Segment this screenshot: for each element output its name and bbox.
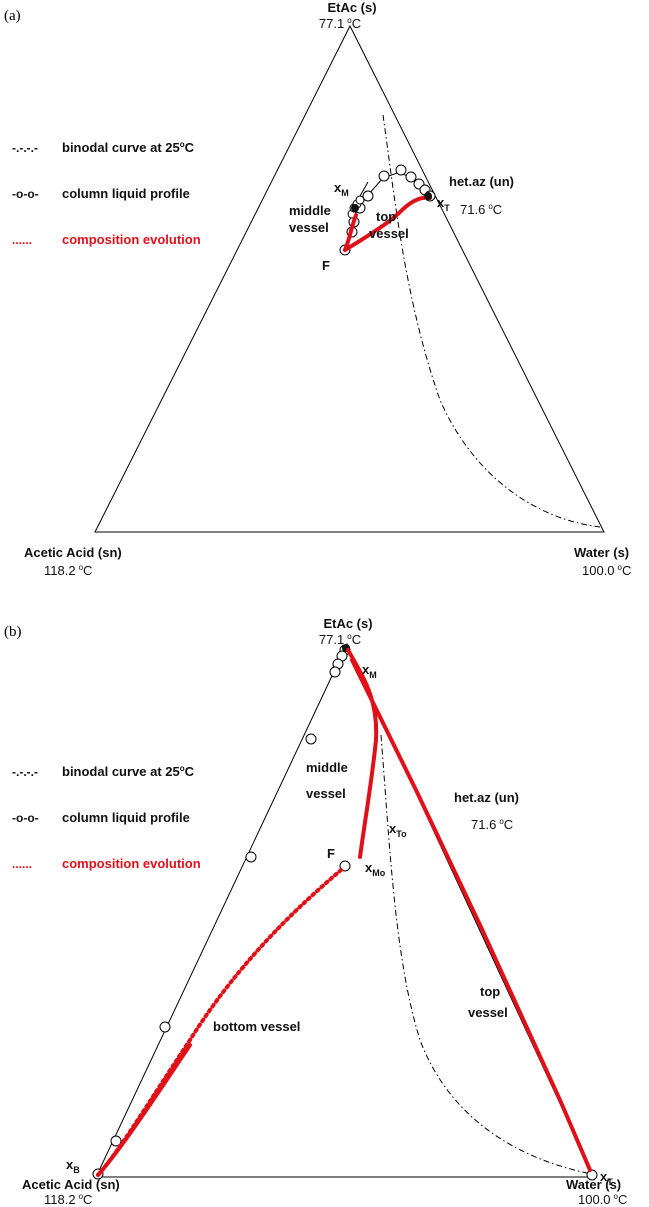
panel-b-vertex-left-temp: 118.2 oC (44, 1192, 92, 1207)
profile-marker (378, 170, 390, 182)
panel-b-xt-label: xT (600, 1169, 613, 1187)
panel-a-xt-cluster (424, 192, 432, 200)
panel-a-top-vessel-label-1: top (376, 209, 396, 224)
legend-binodal-symbol: -.-.-.- (12, 765, 38, 779)
legend-evolution-text: composition evolution (62, 856, 201, 871)
panel-a-vertex-left-temp: 118.2 oC (44, 563, 92, 578)
panel-a-xm-pointer (359, 181, 369, 197)
panel-a-vertex-right-name: Water (s) (574, 545, 629, 560)
panel-b-xmo-label: xMo (365, 860, 386, 878)
panel-b-top-vessel-label-1: top (480, 984, 500, 999)
legend-evolution-text: composition evolution (62, 232, 201, 247)
panel-a-middle-vessel-evolution (343, 213, 358, 252)
profile-marker (395, 164, 407, 176)
profile-marker (362, 190, 374, 202)
panel-a-feed-label: F (322, 258, 330, 273)
panel-b: (b) xM xTo (4, 616, 627, 1207)
legend-binodal-symbol: -.-.-.- (12, 141, 38, 155)
panel-a-vertex-left-name: Acetic Acid (sn) (24, 545, 122, 560)
profile-marker (245, 851, 257, 863)
profile-marker (159, 1021, 171, 1033)
panel-b-azeotrope-temp: 71.6 oC (471, 817, 513, 832)
panel-a-xm-label: xM (334, 180, 349, 198)
panel-a-middle-vessel-label-2: vessel (289, 220, 329, 235)
legend-binodal-text: binodal curve at 25oC (62, 140, 195, 155)
legend-profile-symbol: -o-o- (12, 811, 39, 825)
panel-b-xto-label: xTo (389, 821, 407, 839)
panel-b-bottom-vessel-label: bottom vessel (213, 1019, 300, 1034)
panel-b-triangle (95, 642, 595, 1178)
panel-b-top-vessel-evolution (350, 658, 592, 1172)
panel-b-vertex-left-name: Acetic Acid (sn) (22, 1177, 120, 1192)
panel-b-azeotrope-name: het.az (un) (454, 790, 519, 805)
panel-b-binodal-curve (380, 734, 593, 1175)
panel-a-middle-vessel-label-1: middle (289, 203, 331, 218)
panel-b-feed-label: F (327, 846, 335, 861)
panel-b-middle-vessel-label-1: middle (306, 760, 348, 775)
panel-b-vertex-right-name: Water (s) (566, 1177, 621, 1192)
panel-b-xb-label: xB (66, 1157, 80, 1175)
panel-a-legend: -.-.-.- binodal curve at 25oC -o-o- colu… (12, 140, 201, 247)
panel-a-xt-label: xT (437, 195, 450, 213)
panel-b-middle-vessel-evolution (346, 648, 379, 859)
panel-a-vertex-right-temp: 100.0 oC (582, 563, 631, 578)
panel-b-vertex-top-temp: 77.1 oC (319, 632, 361, 647)
legend-profile-text: column liquid profile (62, 186, 190, 201)
panel-b-vertex-right-temp: 100.0 oC (578, 1192, 627, 1207)
panel-b-top-vessel-label-2: vessel (468, 1005, 508, 1020)
panel-a-label: (a) (4, 8, 21, 24)
panel-a-vertex-top-name: EtAc (s) (327, 0, 376, 15)
panel-a-xm-cluster (351, 204, 359, 212)
profile-marker (329, 666, 341, 678)
panel-b-xm-label: xM (362, 662, 377, 680)
panel-a-vertex-top-temp: 77.1 oC (319, 16, 361, 31)
panel-b-vertex-top-name: EtAc (s) (323, 616, 372, 631)
panel-a-binodal-curve (382, 114, 601, 528)
panel-b-profile-markers (92, 644, 598, 1181)
legend-evolution-symbol: ...... (12, 857, 32, 871)
profile-marker (305, 733, 317, 745)
legend-binodal-text: binodal curve at 25oC (62, 764, 195, 779)
panel-a-azeotrope-temp: 71.6 oC (460, 202, 502, 217)
legend-profile-text: column liquid profile (62, 810, 190, 825)
panel-b-middle-vessel-label-2: vessel (306, 786, 346, 801)
panel-a-triangle (94, 24, 605, 533)
panel-a-top-vessel-label-2: vessel (369, 226, 409, 241)
profile-marker (405, 171, 417, 183)
panel-b-bottom-vessel-evolution-dense (96, 1043, 192, 1177)
panel-b-legend: -.-.-.- binodal curve at 25oC -o-o- colu… (12, 764, 201, 871)
feed-marker (339, 860, 351, 872)
panel-b-label: (b) (4, 624, 22, 640)
legend-evolution-symbol: ...... (12, 233, 32, 247)
profile-marker (355, 195, 365, 205)
profile-marker (110, 1135, 122, 1147)
panel-a-azeotrope-name: het.az (un) (449, 174, 514, 189)
panel-a-top-vessel-evolution (343, 195, 432, 252)
panel-a: (a) (4, 0, 631, 578)
legend-profile-symbol: -o-o- (12, 187, 39, 201)
